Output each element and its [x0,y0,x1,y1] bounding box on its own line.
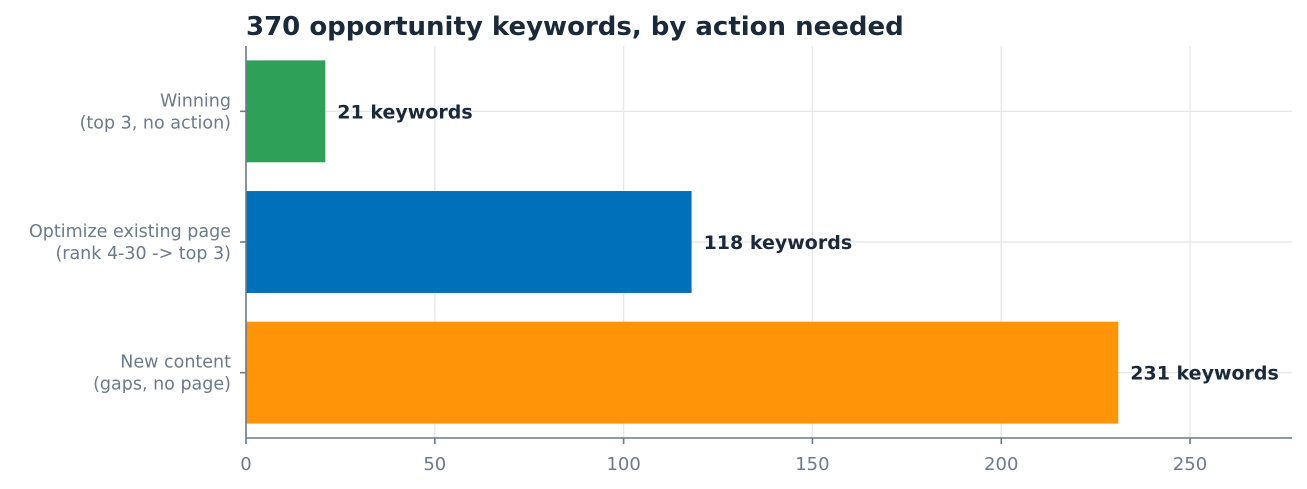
bar [246,191,692,293]
bar-value-label: 118 keywords [704,232,853,254]
bar-value-label: 21 keywords [337,101,472,123]
x-tick-label: 200 [984,454,1018,475]
bar-value-label: 231 keywords [1130,363,1279,385]
x-tick-label: 250 [1173,454,1207,475]
category-label: Optimize existing page [29,222,231,242]
bar [246,60,326,163]
x-tick-label: 100 [606,454,640,475]
bars [246,60,1119,424]
category-label: (top 3, no action) [80,113,231,133]
category-label: (gaps, no page) [93,375,231,395]
x-tick-label: 0 [240,454,251,475]
chart-title: 370 opportunity keywords, by action need… [246,12,904,42]
axes [240,46,1292,444]
category-label: (rank 4-30 -> top 3) [55,244,231,264]
x-tick-label: 150 [795,454,829,475]
category-label: Winning [160,91,231,111]
labels: 21 keywords 118 keywords 231 keywords 0 50 10… [29,91,1279,475]
category-label: New content [120,353,231,373]
bar [246,321,1119,424]
x-tick-label: 50 [423,454,446,475]
